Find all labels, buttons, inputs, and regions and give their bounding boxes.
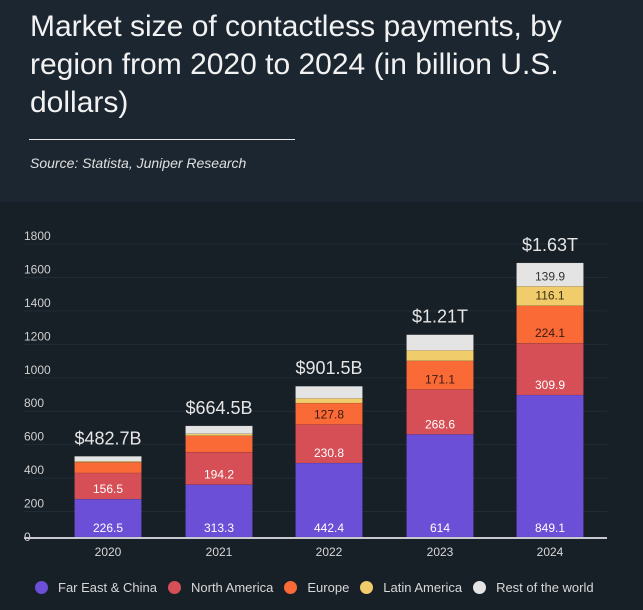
legend-swatch — [473, 581, 487, 594]
y-tick-label: 600 — [24, 430, 44, 444]
legend-item: Europe — [284, 580, 349, 595]
y-tick-label: 200 — [24, 497, 44, 511]
legend-label: Rest of the world — [496, 580, 594, 595]
legend-swatch — [284, 581, 298, 594]
data-label: 224.1 — [535, 326, 565, 340]
data-label: 171.1 — [425, 372, 455, 386]
x-tick-label: 2021 — [206, 545, 233, 559]
legend-label: Latin America — [383, 580, 463, 595]
legend-swatch — [360, 581, 374, 594]
bar-segment — [406, 360, 474, 390]
bar-segment — [295, 462, 363, 538]
legend-item: Rest of the world — [473, 580, 594, 595]
y-tick-label: 800 — [24, 396, 44, 410]
header: Market size of contactless payments, by … — [0, 0, 643, 202]
bar-segment — [295, 398, 363, 404]
legend-swatch — [168, 581, 181, 594]
legend: Far East & China North America Europe Latin… — [35, 580, 605, 595]
bar-segment — [74, 456, 142, 462]
data-label: 127.8 — [314, 407, 344, 421]
data-label: 139.9 — [535, 269, 565, 283]
legend-label: North America — [191, 580, 274, 595]
divider — [29, 139, 295, 140]
total-label: $482.7B — [74, 428, 141, 448]
bar-segment — [185, 451, 253, 485]
bar-segment — [185, 433, 253, 436]
total-label: $1.63T — [522, 235, 578, 255]
bar-segment — [185, 435, 253, 453]
y-tick-label: 1800 — [24, 229, 51, 243]
data-label: 268.6 — [425, 417, 455, 431]
legend-item: North America — [168, 580, 273, 595]
legend-label: Far East & China — [58, 580, 157, 595]
bar-segment — [295, 385, 363, 399]
legend-swatch — [35, 581, 48, 594]
x-tick-label: 2020 — [95, 545, 122, 559]
chart-title: Market size of contactless payments, by … — [30, 10, 562, 119]
legend-item: Latin America — [360, 580, 462, 595]
y-tick-label: 1400 — [24, 296, 51, 310]
data-label: 230.8 — [314, 446, 344, 460]
bar-segment — [516, 305, 584, 344]
bar-segment — [516, 394, 584, 538]
bar-segment — [516, 342, 584, 396]
bar-segment — [406, 350, 474, 362]
x-tick-label: 2023 — [427, 545, 454, 559]
data-label: 849.1 — [535, 521, 565, 535]
bar-segment — [406, 334, 474, 351]
legend-label: Europe — [307, 580, 350, 595]
y-tick-label: 1200 — [24, 329, 51, 343]
bar-segment — [74, 462, 142, 474]
data-label: 156.5 — [93, 482, 123, 496]
bar-segment — [185, 425, 253, 434]
total-label: $901.5B — [295, 358, 362, 378]
data-label: 614 — [430, 521, 450, 535]
y-tick-label: 400 — [24, 463, 44, 477]
data-label: 116.1 — [535, 289, 564, 303]
total-label: $664.5B — [185, 398, 252, 418]
legend-item: Far East & China — [35, 580, 157, 595]
data-label: 313.3 — [204, 521, 234, 535]
x-tick-label: 2024 — [537, 545, 564, 559]
data-label: 442.4 — [314, 521, 344, 535]
source-note: Source: Statista, Juniper Research — [30, 155, 247, 171]
bar-segment — [516, 262, 584, 287]
data-label: 226.5 — [93, 521, 123, 535]
data-label: 194.2 — [204, 468, 234, 482]
bar-segment — [406, 389, 474, 435]
stacked-bar-chart: 020040060080010001200140016001800226.515… — [24, 229, 607, 559]
y-tick-label: 1000 — [24, 363, 51, 377]
bar-segment — [406, 434, 474, 538]
bar-segment — [185, 484, 253, 538]
total-label: $1.21T — [412, 307, 468, 327]
x-tick-label: 2022 — [316, 545, 343, 559]
y-tick-label: 1600 — [24, 262, 51, 276]
data-label: 309.9 — [535, 378, 565, 392]
